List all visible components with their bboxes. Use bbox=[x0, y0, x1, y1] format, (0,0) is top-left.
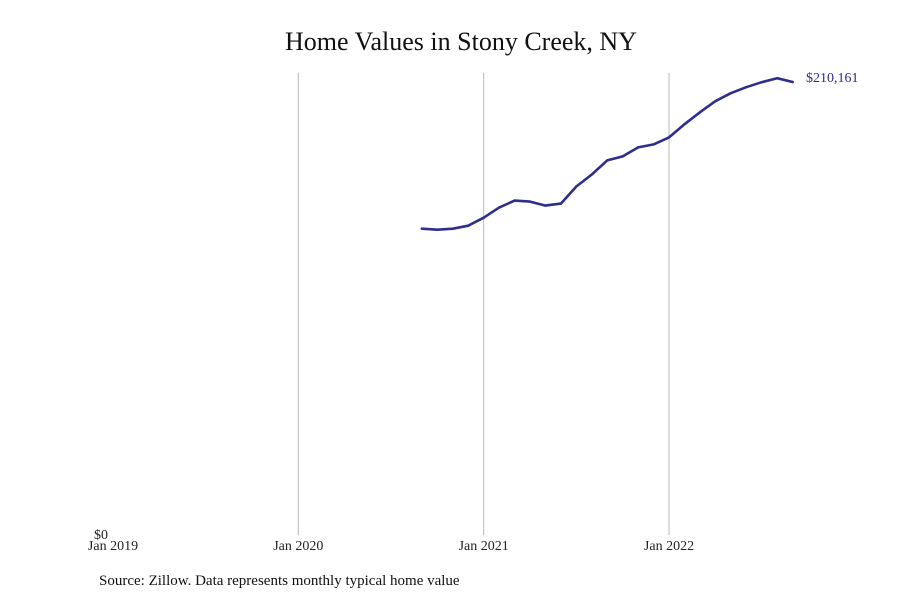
data-point bbox=[745, 86, 748, 89]
data-point bbox=[467, 224, 470, 227]
series-group bbox=[420, 76, 794, 231]
data-point bbox=[606, 159, 609, 162]
data-point bbox=[683, 123, 686, 126]
data-point bbox=[559, 202, 563, 205]
data-point bbox=[590, 173, 593, 176]
data-point bbox=[775, 77, 779, 80]
data-point bbox=[513, 199, 516, 202]
data-point bbox=[621, 155, 624, 158]
x-tick-label: Jan 2020 bbox=[273, 539, 323, 554]
y-tick-label: $0 bbox=[94, 528, 108, 543]
x-axis-tick-labels: Jan 2019 Jan 2020 Jan 2021 Jan 2022 bbox=[88, 539, 694, 554]
data-point bbox=[482, 216, 485, 219]
data-point bbox=[729, 92, 732, 95]
data-point bbox=[760, 81, 763, 84]
data-point bbox=[714, 100, 717, 103]
x-tick-label: Jan 2019 bbox=[88, 539, 138, 554]
gridlines bbox=[297, 73, 670, 535]
x-tick-label: Jan 2021 bbox=[459, 539, 509, 554]
data-point bbox=[636, 146, 640, 149]
data-point bbox=[497, 206, 501, 209]
data-point bbox=[698, 111, 702, 114]
data-point bbox=[667, 136, 671, 139]
source-note: Source: Zillow. Data represents monthly … bbox=[99, 573, 460, 589]
series-line bbox=[420, 76, 794, 231]
data-point bbox=[420, 227, 424, 230]
data-point bbox=[652, 143, 655, 146]
data-point bbox=[791, 80, 794, 84]
chart-title: Home Values in Stony Creek, NY bbox=[285, 27, 637, 56]
data-point bbox=[436, 228, 439, 231]
y-axis-tick-labels: $0 bbox=[94, 528, 108, 543]
data-point bbox=[528, 200, 532, 203]
data-point bbox=[575, 185, 578, 188]
end-value-label: $210,161 bbox=[806, 71, 859, 86]
x-tick-label: Jan 2022 bbox=[644, 539, 694, 554]
data-point bbox=[544, 204, 547, 207]
data-point bbox=[451, 227, 454, 230]
